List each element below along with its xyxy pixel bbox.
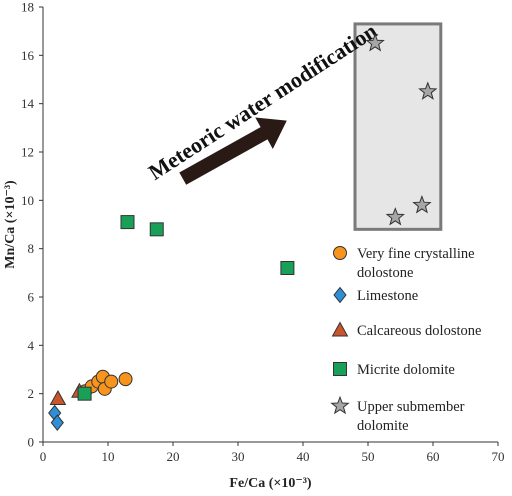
data-point-triangle bbox=[49, 389, 67, 405]
data-point-square bbox=[280, 261, 295, 275]
annotation-arrow bbox=[179, 117, 287, 185]
x-tick-label: 30 bbox=[232, 449, 245, 464]
x-tick-label: 10 bbox=[102, 449, 115, 464]
x-tick-label: 0 bbox=[40, 449, 47, 464]
x-tick-label: 40 bbox=[297, 449, 310, 464]
y-tick-label: 8 bbox=[28, 241, 35, 256]
legend-label: Very fine crystalline bbox=[357, 246, 475, 262]
legend-label: Calcareous dolostone bbox=[357, 323, 481, 339]
legend-label: dolomite bbox=[357, 418, 409, 434]
x-tick-label: 60 bbox=[427, 449, 440, 464]
y-tick-label: 0 bbox=[28, 435, 35, 450]
legend-label: dolostone bbox=[357, 265, 413, 281]
y-tick-label: 18 bbox=[21, 0, 34, 15]
legend-marker-triangle bbox=[331, 321, 349, 337]
data-point-star bbox=[418, 81, 438, 100]
x-axis-label: Fe/Ca (×10⁻³) bbox=[229, 476, 311, 491]
y-tick-label: 2 bbox=[28, 386, 35, 401]
data-point-diamond bbox=[50, 414, 64, 431]
legend-label: Limestone bbox=[357, 288, 418, 304]
data-point-star bbox=[385, 207, 405, 226]
legend-marker-circle bbox=[333, 246, 347, 260]
legend-marker-star bbox=[330, 395, 350, 415]
data-point-square bbox=[120, 215, 135, 230]
x-tick-label: 70 bbox=[492, 449, 505, 464]
y-axis-label: Mn/Ca (×10⁻³) bbox=[3, 180, 18, 269]
legend-label: Upper submember bbox=[357, 399, 465, 415]
y-tick-label: 10 bbox=[21, 193, 34, 208]
y-tick-label: 6 bbox=[28, 290, 35, 305]
y-tick-label: 16 bbox=[21, 48, 35, 63]
data-point-circle bbox=[104, 374, 119, 389]
data-point-square bbox=[149, 222, 164, 237]
annotation-text: Meteoric water modification bbox=[144, 18, 381, 185]
legend-marker-square bbox=[333, 362, 347, 376]
legend-label: Micrite dolomite bbox=[357, 362, 455, 378]
x-tick-label: 50 bbox=[362, 449, 375, 464]
data-point-circle bbox=[118, 372, 133, 387]
x-tick-label: 20 bbox=[167, 449, 180, 464]
data-point-star bbox=[365, 33, 385, 52]
y-tick-label: 14 bbox=[21, 96, 35, 111]
data-point-square bbox=[77, 386, 92, 401]
data-point-star bbox=[412, 194, 432, 214]
y-tick-label: 4 bbox=[28, 338, 35, 353]
legend-marker-diamond bbox=[333, 286, 347, 304]
highlight-box bbox=[353, 22, 443, 231]
y-tick-label: 12 bbox=[21, 145, 34, 160]
